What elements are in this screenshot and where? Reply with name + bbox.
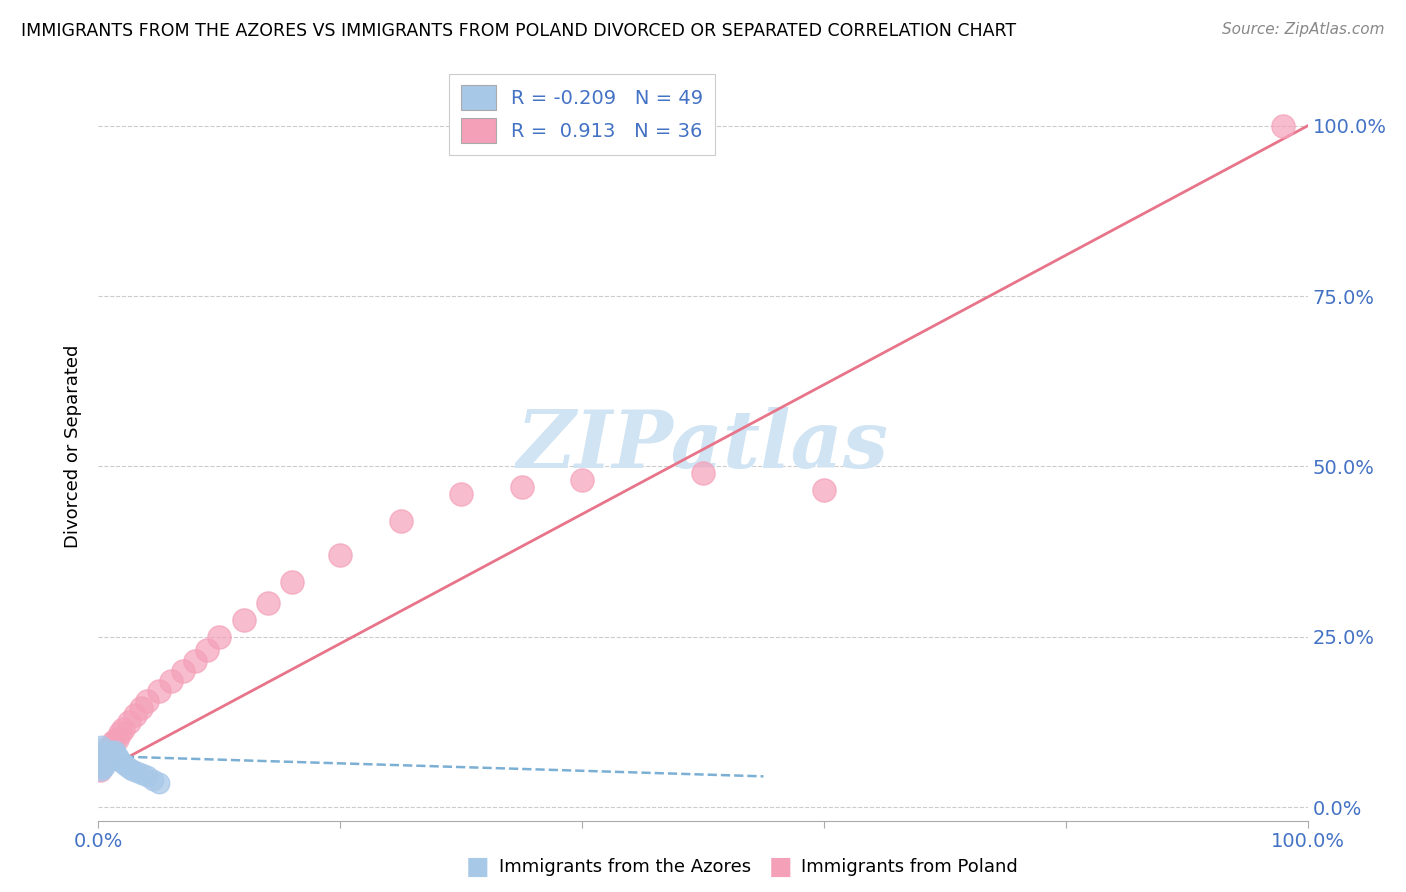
- Point: [91, 750, 114, 764]
- Point: [510, 480, 533, 494]
- Point: [91, 757, 114, 772]
- Point: [98, 750, 121, 764]
- Point: [100, 739, 122, 753]
- Point: [96, 754, 118, 768]
- Legend: R = -0.209   N = 49, R =  0.913   N = 36: R = -0.209 N = 49, R = 0.913 N = 36: [449, 73, 716, 154]
- Point: [100, 744, 122, 758]
- Point: [105, 748, 128, 763]
- Text: Source: ZipAtlas.com: Source: ZipAtlas.com: [1222, 22, 1385, 37]
- Point: [135, 769, 157, 783]
- Point: [389, 514, 412, 528]
- Point: [93, 747, 115, 762]
- Point: [135, 694, 157, 708]
- Point: [93, 755, 115, 769]
- Point: [1272, 119, 1295, 133]
- Point: [90, 739, 112, 753]
- Point: [93, 760, 115, 774]
- Point: [91, 760, 114, 774]
- Point: [97, 742, 120, 756]
- Point: [91, 748, 114, 763]
- Point: [184, 654, 207, 668]
- Point: [94, 748, 117, 763]
- Point: [172, 664, 194, 678]
- Point: [91, 747, 114, 761]
- Point: [208, 630, 231, 644]
- Point: [89, 756, 111, 770]
- Point: [232, 613, 254, 627]
- Point: [813, 483, 835, 498]
- Point: [98, 746, 121, 760]
- Point: [100, 748, 122, 763]
- Point: [121, 763, 143, 777]
- Point: [91, 751, 114, 765]
- Point: [93, 752, 115, 766]
- Text: ■: ■: [467, 855, 489, 879]
- Point: [94, 746, 117, 760]
- Point: [111, 722, 134, 736]
- Point: [142, 772, 165, 787]
- Point: [100, 748, 122, 763]
- Point: [94, 752, 117, 766]
- Point: [97, 746, 120, 760]
- Text: ■: ■: [769, 855, 792, 879]
- Point: [124, 708, 146, 723]
- Point: [91, 755, 114, 769]
- Point: [195, 643, 218, 657]
- Point: [91, 751, 114, 765]
- Point: [571, 473, 593, 487]
- Text: IMMIGRANTS FROM THE AZORES VS IMMIGRANTS FROM POLAND DIVORCED OR SEPARATED CORRE: IMMIGRANTS FROM THE AZORES VS IMMIGRANTS…: [21, 22, 1017, 40]
- Text: Immigrants from the Azores: Immigrants from the Azores: [499, 858, 751, 876]
- Point: [90, 748, 112, 763]
- Point: [103, 746, 125, 760]
- Y-axis label: Divorced or Separated: Divorced or Separated: [65, 344, 83, 548]
- Point: [129, 701, 152, 715]
- Point: [118, 760, 141, 774]
- Point: [107, 750, 129, 764]
- Point: [118, 714, 141, 729]
- Point: [256, 596, 278, 610]
- Point: [148, 776, 170, 790]
- Point: [160, 673, 183, 688]
- Point: [91, 754, 114, 768]
- Point: [281, 575, 304, 590]
- Point: [105, 731, 128, 746]
- Text: Immigrants from Poland: Immigrants from Poland: [801, 858, 1018, 876]
- Text: ZIPatlas: ZIPatlas: [517, 408, 889, 484]
- Point: [90, 756, 112, 770]
- Point: [91, 757, 114, 772]
- Point: [450, 486, 472, 500]
- Point: [114, 757, 136, 772]
- Point: [148, 684, 170, 698]
- Point: [96, 749, 118, 764]
- Point: [96, 744, 118, 758]
- Point: [97, 751, 120, 765]
- Point: [108, 754, 131, 768]
- Point: [90, 759, 112, 773]
- Point: [108, 752, 131, 766]
- Point: [94, 756, 117, 771]
- Point: [329, 548, 352, 562]
- Point: [692, 467, 714, 481]
- Point: [101, 735, 124, 749]
- Point: [90, 752, 112, 766]
- Point: [131, 767, 153, 781]
- Point: [91, 752, 114, 766]
- Point: [89, 759, 111, 773]
- Point: [108, 726, 131, 740]
- Point: [91, 746, 114, 760]
- Point: [104, 744, 127, 758]
- Point: [101, 747, 124, 761]
- Point: [89, 742, 111, 756]
- Point: [90, 763, 112, 777]
- Point: [93, 747, 115, 761]
- Point: [91, 756, 114, 770]
- Point: [89, 763, 111, 777]
- Point: [127, 764, 149, 779]
- Point: [111, 756, 134, 770]
